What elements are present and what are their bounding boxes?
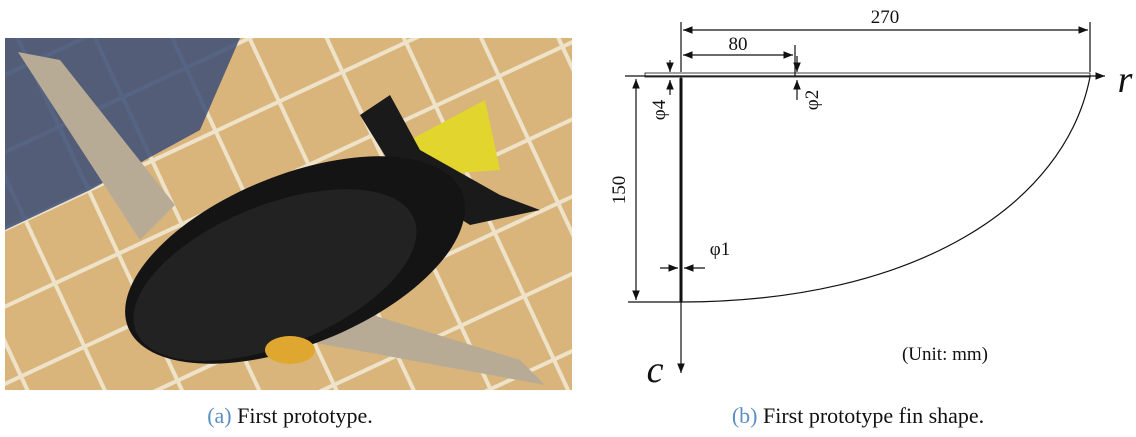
figure: 270 80 φ2 φ4 150 φ1 r c (Unit: mm) (a) F…	[0, 0, 1136, 437]
dimension-label: 150	[609, 176, 630, 205]
caption-label: (b)	[732, 403, 758, 428]
caption-text: First prototype fin shape.	[763, 403, 984, 428]
axis-label: r	[1118, 59, 1133, 101]
dimension-label: φ2	[802, 90, 823, 110]
dimension-label: φ1	[710, 239, 730, 260]
axis-label: c	[647, 349, 664, 391]
caption-label: (a)	[207, 403, 231, 428]
caption-text: First prototype.	[237, 403, 373, 428]
dimension-label: 270	[871, 7, 900, 28]
unit-note: (Unit: mm)	[902, 344, 988, 365]
caption: (a) First prototype.	[207, 403, 373, 428]
photo	[5, 38, 572, 406]
fin-outline	[681, 77, 1090, 302]
fin-diagram: 270 80 φ2 φ4 150 φ1 r c (Unit: mm)	[609, 7, 1133, 391]
dimension-label: 80	[729, 34, 748, 55]
dimension-label: φ4	[649, 99, 670, 120]
caption: (b) First prototype fin shape.	[732, 403, 984, 428]
